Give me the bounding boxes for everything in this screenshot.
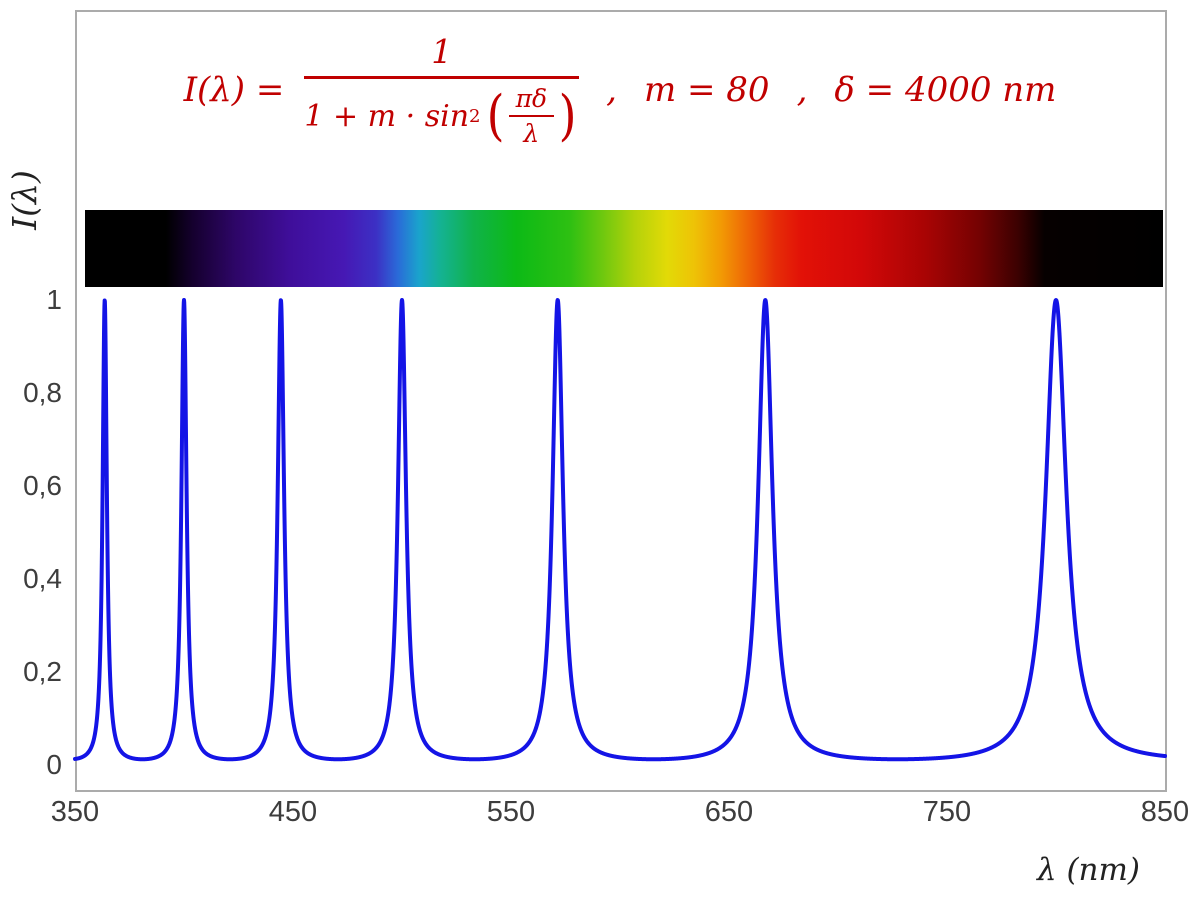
inner-denominator: λ bbox=[523, 119, 540, 148]
x-tick-650: 650 bbox=[704, 796, 754, 828]
formula: I(λ) = 1 1 + m · sin 2 ( πδ λ ) , m = 80 … bbox=[75, 32, 1165, 148]
x-tick-850: 850 bbox=[1140, 796, 1190, 828]
y-tick-0_6: 0,6 bbox=[23, 470, 62, 501]
formula-comma-2: , bbox=[796, 70, 808, 110]
x-tick-550: 550 bbox=[486, 796, 536, 828]
y-tick-0_8: 0,8 bbox=[23, 377, 62, 408]
param-m: m = 80 bbox=[643, 70, 770, 110]
formula-sin-exponent: 2 bbox=[469, 105, 481, 127]
y-tick-0_4: 0,4 bbox=[23, 563, 62, 594]
inner-numerator: πδ bbox=[508, 84, 555, 117]
formula-lhs: I(λ) = bbox=[183, 70, 285, 110]
formula-denominator: 1 + m · sin 2 ( πδ λ ) bbox=[304, 79, 579, 148]
open-paren: ( bbox=[486, 84, 504, 147]
y-tick-1: 1 bbox=[46, 284, 62, 315]
formula-main-fraction: 1 1 + m · sin 2 ( πδ λ ) bbox=[304, 32, 580, 148]
x-axis-title: λ (nm) bbox=[1036, 852, 1140, 888]
x-tick-750: 750 bbox=[922, 796, 972, 828]
formula-numerator: 1 bbox=[304, 32, 580, 79]
formula-inner-fraction: πδ λ bbox=[508, 84, 555, 148]
x-tick-450: 450 bbox=[268, 796, 318, 828]
x-tick-350: 350 bbox=[50, 796, 100, 828]
param-delta: δ = 4000 nm bbox=[834, 70, 1057, 110]
formula-denominator-text: 1 + m · sin bbox=[304, 98, 470, 134]
formula-comma-1: , bbox=[606, 70, 617, 110]
y-tick-0_2: 0,2 bbox=[23, 656, 62, 687]
y-axis-title: I(λ) bbox=[5, 170, 44, 230]
spectrum-bar bbox=[85, 210, 1163, 287]
close-paren: ) bbox=[558, 84, 577, 147]
y-tick-0: 0 bbox=[46, 749, 62, 780]
